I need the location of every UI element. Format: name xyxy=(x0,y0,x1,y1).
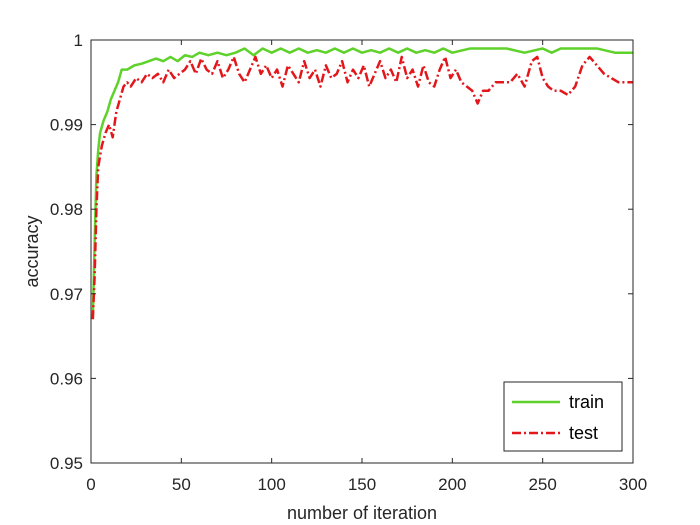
legend-label-test: test xyxy=(569,423,598,443)
x-tick-label: 250 xyxy=(528,475,556,494)
y-tick-label: 0.95 xyxy=(50,454,83,473)
x-tick-label: 200 xyxy=(438,475,466,494)
legend: train test xyxy=(503,381,623,452)
x-tick-label: 300 xyxy=(619,475,647,494)
y-tick-label: 1 xyxy=(74,31,83,50)
x-axis-ticks: 0 50 100 150 200 250 300 xyxy=(86,40,647,494)
x-tick-label: 50 xyxy=(172,475,191,494)
legend-label-train: train xyxy=(569,392,604,412)
plot-lines xyxy=(91,47,633,320)
y-tick-label: 0.98 xyxy=(50,200,83,219)
series-line-test xyxy=(91,55,633,320)
series-line-train xyxy=(91,47,633,320)
y-tick-label: 0.96 xyxy=(50,369,83,388)
y-tick-label: 0.97 xyxy=(50,285,83,304)
x-tick-label: 0 xyxy=(86,475,95,494)
y-tick-label: 0.99 xyxy=(50,116,83,135)
y-axis-ticks: 0.95 0.96 0.97 0.98 0.99 1 xyxy=(50,31,633,473)
x-tick-label: 100 xyxy=(257,475,285,494)
legend-box xyxy=(503,381,623,452)
x-axis-title: number of iteration xyxy=(287,503,437,523)
x-tick-label: 150 xyxy=(348,475,376,494)
y-axis-title: accuracy xyxy=(22,215,42,287)
